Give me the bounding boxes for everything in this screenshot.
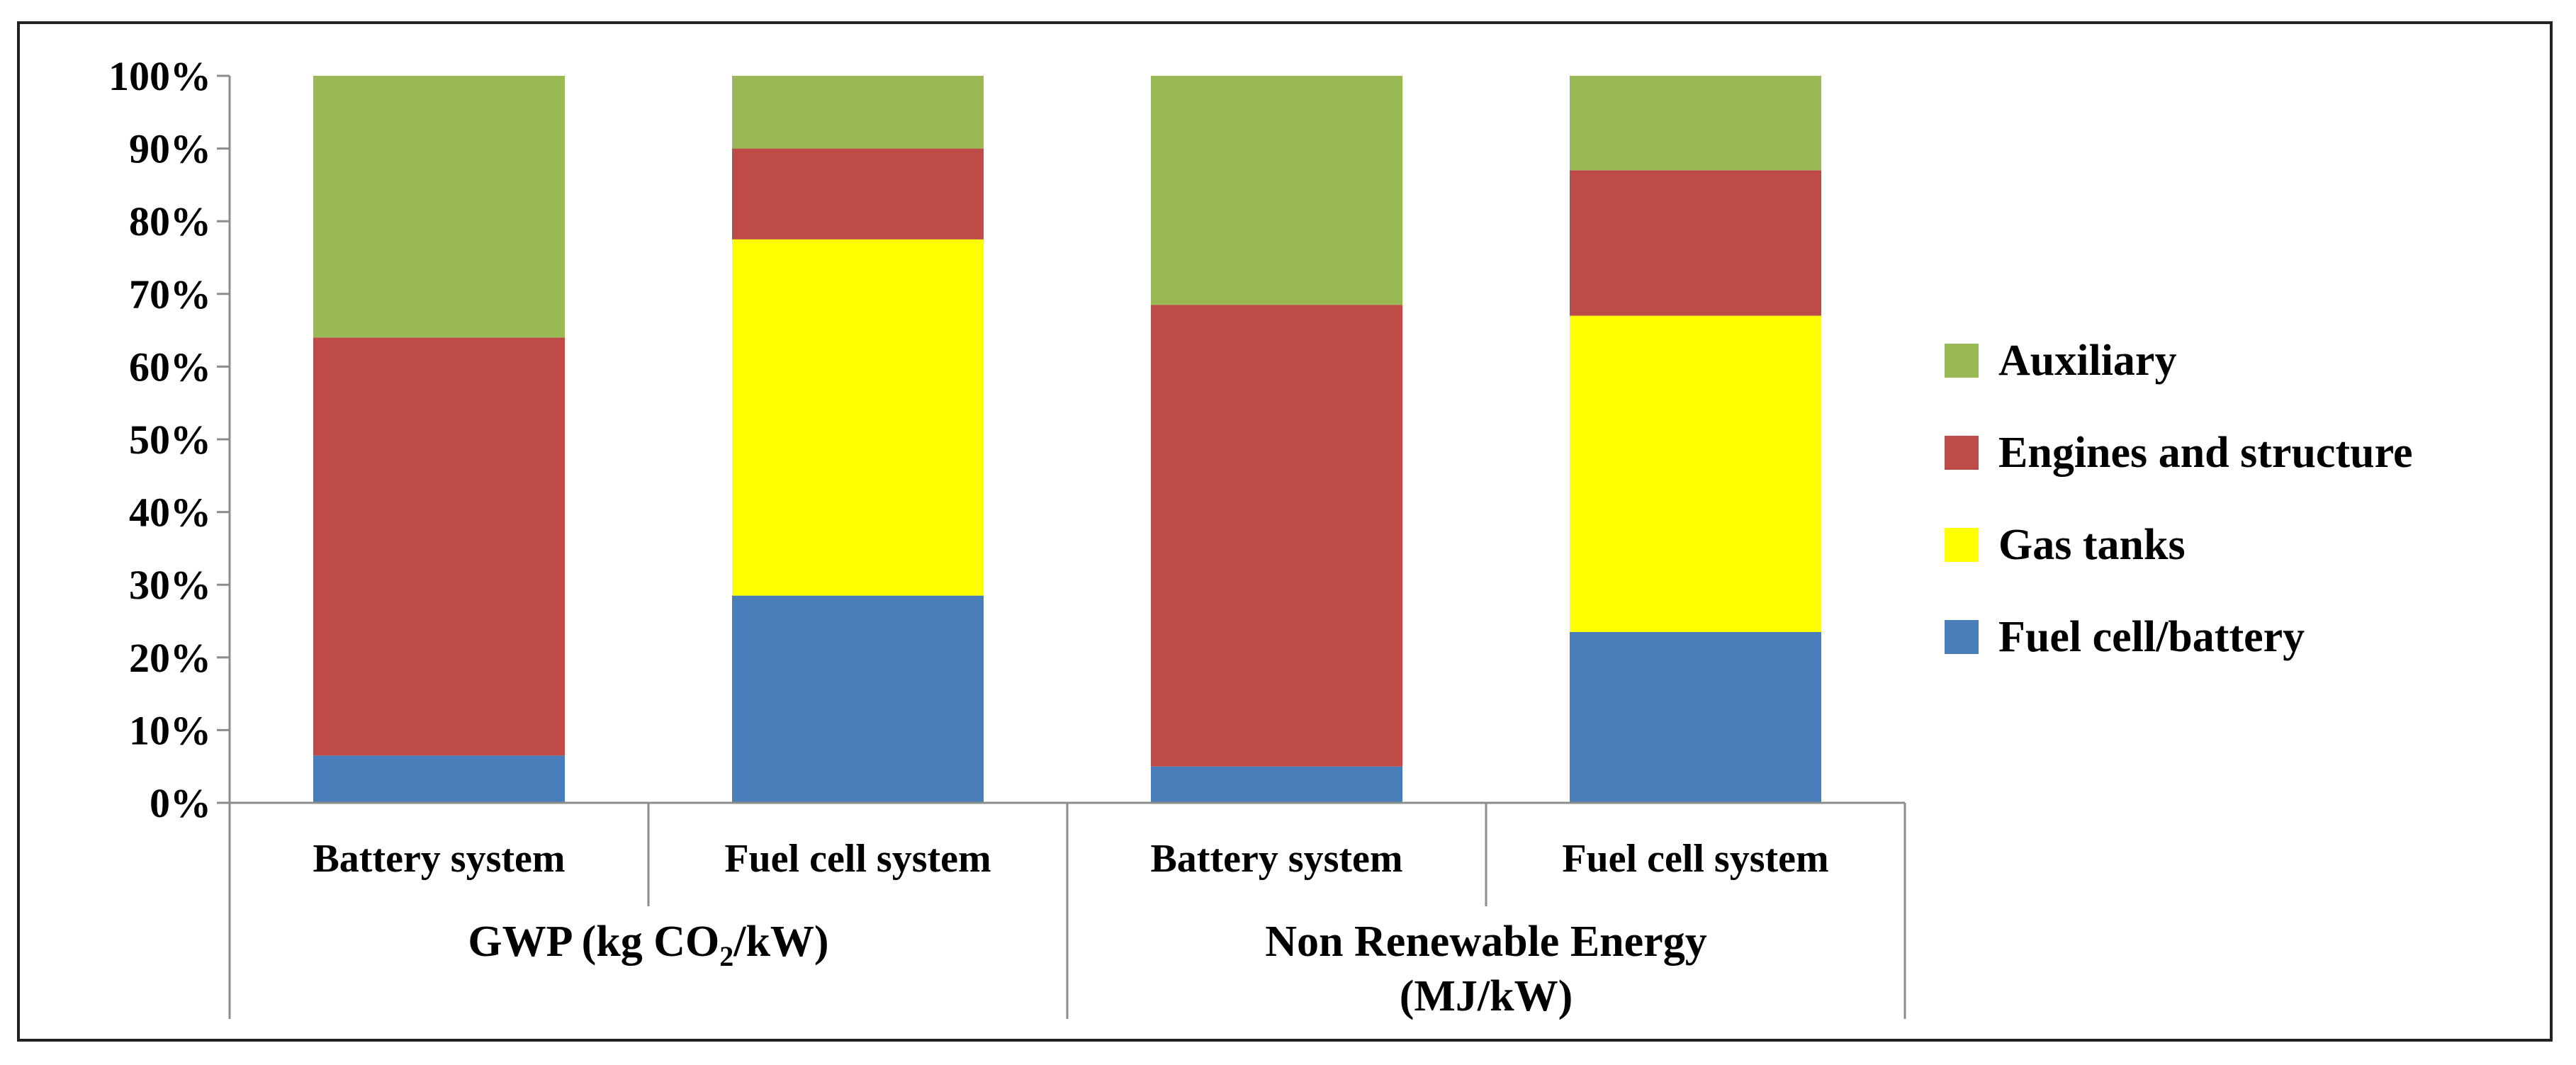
legend: Auxiliary Engines and structure Gas tanks F… — [1945, 337, 2413, 661]
y-tick-label: 20% — [129, 635, 211, 681]
group-label-0: GWP (kg CO2/kW) — [468, 918, 828, 972]
y-tick-label: 70% — [129, 271, 211, 317]
axes-layer — [217, 74, 1906, 1019]
legend-swatch-fuel-cell-battery — [1945, 620, 1979, 654]
group-label-1: Non Renewable Energy — [1265, 918, 1706, 966]
bar-segment-gas-tanks-3 — [1570, 315, 1821, 632]
bar-segment-fuel-cell-battery-2 — [1151, 766, 1402, 803]
legend-label-auxiliary: Auxiliary — [1998, 337, 2176, 385]
bar-segment-engines-and-structure-3 — [1570, 170, 1821, 316]
category-label: Battery system — [313, 837, 565, 881]
legend-swatch-auxiliary — [1945, 344, 1979, 378]
legend-swatch-engines-and-structure — [1945, 436, 1979, 470]
y-tick-labels: 0% 10% 20% 30% 40% 50% 60% 70% 80% 90% 100% — [108, 53, 211, 826]
group-labels: GWP (kg CO2/kW) Non Renewable Energy (MJ/k… — [468, 918, 1706, 1020]
bar-segment-fuel-cell-battery-1 — [732, 595, 984, 803]
legend-swatch-gas-tanks — [1945, 528, 1979, 562]
group-label-1-line2: (MJ/kW) — [1400, 972, 1573, 1020]
stacked-bar-chart: 0% 10% 20% 30% 40% 50% 60% 70% 80% 90% 100% Batter… — [108, 53, 2413, 1020]
legend-label-gas-tanks: Gas tanks — [1998, 521, 2186, 569]
bar-segment-engines-and-structure-2 — [1151, 305, 1402, 767]
bar-segment-auxiliary-2 — [1151, 76, 1402, 305]
y-tick-label: 60% — [129, 344, 211, 390]
y-tick-label: 30% — [129, 562, 211, 608]
legend-label-engines-and-structure: Engines and structure — [1998, 429, 2413, 477]
bars-layer — [313, 76, 1821, 803]
y-tick-label: 80% — [129, 198, 211, 244]
chart-frame: 0% 10% 20% 30% 40% 50% 60% 70% 80% 90% 100% Batter… — [17, 21, 2553, 1042]
legend-label-fuel-cell-battery: Fuel cell/battery — [1998, 613, 2305, 661]
y-tick-label: 40% — [129, 490, 211, 536]
y-tick-label: 50% — [129, 417, 211, 463]
category-label: Fuel cell system — [724, 837, 991, 881]
bar-segment-fuel-cell-battery-3 — [1570, 631, 1821, 803]
category-label: Battery system — [1150, 837, 1402, 881]
bar-segment-auxiliary-3 — [1570, 76, 1821, 171]
bar-segment-fuel-cell-battery-0 — [313, 755, 565, 803]
bar-segment-auxiliary-1 — [732, 76, 984, 149]
y-tick-label: 10% — [129, 707, 211, 753]
category-labels: Battery system Fuel cell system Battery sy… — [313, 837, 1828, 881]
bar-segment-gas-tanks-1 — [732, 239, 984, 596]
y-tick-label: 0% — [150, 780, 211, 826]
bar-segment-engines-and-structure-1 — [732, 148, 984, 240]
y-tick-label: 90% — [129, 126, 211, 172]
category-label: Fuel cell system — [1562, 837, 1828, 881]
bar-segment-engines-and-structure-0 — [313, 337, 565, 756]
bar-segment-auxiliary-0 — [313, 76, 565, 338]
y-tick-label: 100% — [108, 53, 211, 99]
